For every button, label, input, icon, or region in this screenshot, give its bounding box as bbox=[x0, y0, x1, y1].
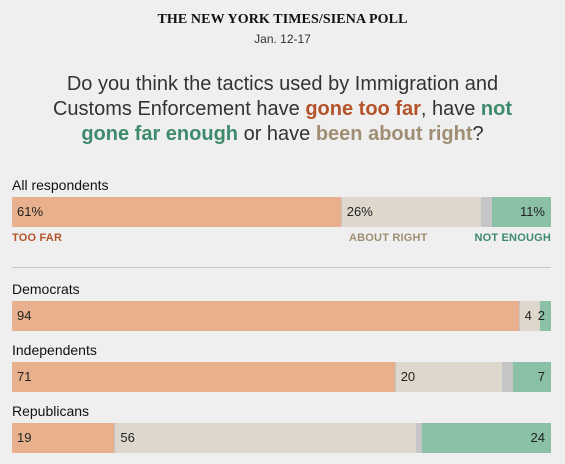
group-label: All respondents bbox=[12, 177, 109, 193]
bar-segment-not-enough bbox=[540, 301, 551, 331]
question-too-far: gone too far bbox=[305, 98, 421, 120]
data-label-about-right: 26% bbox=[346, 204, 373, 219]
legend-about-right: ABOUT RIGHT bbox=[349, 232, 428, 244]
question-text: Do you think the tactics used by Immigra… bbox=[40, 72, 525, 147]
bar-row: 19 56 24 bbox=[12, 423, 551, 453]
poll-dates: Jan. 12-17 bbox=[254, 32, 311, 46]
bar-row: 61% 26% 11% bbox=[12, 197, 551, 227]
bar-segment-about-right bbox=[519, 301, 541, 331]
data-label-not-enough: 24 bbox=[530, 430, 545, 445]
legend-not-enough: NOT ENOUGH bbox=[474, 232, 551, 244]
bar-row: 94 4 2 bbox=[12, 301, 551, 331]
bar-segment-about-right bbox=[395, 362, 503, 392]
bar-segment-not-enough bbox=[513, 362, 551, 392]
poll-source: THE NEW YORK TIMES/SIENA POLL bbox=[157, 12, 408, 27]
legend-too-far: TOO FAR bbox=[12, 232, 63, 244]
bar-segment-too-far bbox=[12, 423, 115, 453]
data-label-not-enough: 2 bbox=[537, 308, 545, 323]
data-label-too-far: 71 bbox=[17, 369, 32, 384]
group-label: Independents bbox=[12, 342, 97, 358]
data-label-not-enough: 11% bbox=[519, 204, 545, 219]
bar-row: 71 20 7 bbox=[12, 362, 551, 392]
bar-segment-too-far bbox=[12, 362, 395, 392]
question-not-enough: not gone far enough bbox=[81, 98, 513, 145]
bar-segment-too-far bbox=[12, 197, 341, 227]
question-part-4: ? bbox=[472, 123, 484, 145]
question-part-1: Do you think the tactics used by Immigra… bbox=[52, 73, 499, 120]
data-label-about-right: 4 bbox=[524, 308, 532, 323]
data-label-too-far: 61% bbox=[17, 204, 44, 219]
data-label-about-right: 56 bbox=[120, 430, 135, 445]
bar-segment-too-far bbox=[12, 301, 519, 331]
data-label-not-enough: 7 bbox=[537, 369, 545, 384]
question-about-right: been about right bbox=[315, 123, 473, 145]
data-label-too-far: 19 bbox=[17, 430, 32, 445]
data-label-too-far: 94 bbox=[17, 308, 32, 323]
data-label-about-right: 20 bbox=[400, 369, 416, 384]
question-part-3: or have bbox=[238, 123, 316, 145]
group-label: Republicans bbox=[12, 403, 90, 419]
bar-segment-about-right bbox=[341, 197, 481, 227]
bar-segment-about-right bbox=[115, 423, 417, 453]
question-part-2: , have bbox=[420, 98, 481, 120]
bar-segment-not-enough bbox=[491, 197, 551, 227]
group-label: Democrats bbox=[12, 281, 80, 297]
bar-segment-not-enough bbox=[421, 423, 551, 453]
divider bbox=[12, 267, 551, 268]
